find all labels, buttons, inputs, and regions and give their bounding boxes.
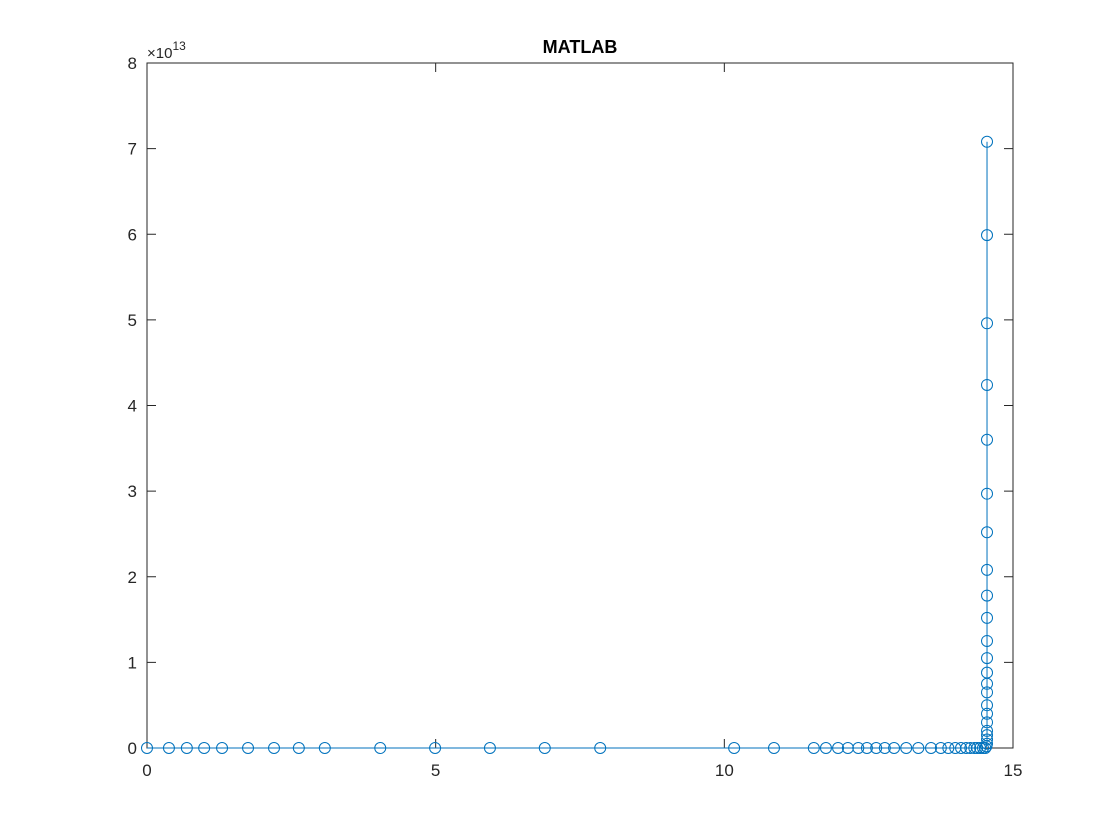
y-multiplier-base: ×10 xyxy=(147,45,172,62)
data-point xyxy=(198,742,211,754)
data-point xyxy=(981,666,994,679)
data-point xyxy=(216,742,229,754)
data-line xyxy=(147,141,988,749)
y-tick-label: 1 xyxy=(128,653,137,672)
data-point xyxy=(981,526,994,539)
data-point xyxy=(981,737,994,750)
data-point xyxy=(981,229,994,242)
data-point xyxy=(538,742,551,754)
data-point xyxy=(981,652,994,665)
data-point xyxy=(981,135,994,148)
data-point xyxy=(242,742,255,754)
data-point xyxy=(429,742,442,754)
data-point xyxy=(942,742,955,754)
y-tick-label: 5 xyxy=(128,311,137,330)
data-point xyxy=(912,742,925,754)
data-point xyxy=(870,742,883,754)
x-tick-label: 0 xyxy=(142,761,151,780)
data-point xyxy=(860,742,873,754)
data-point xyxy=(981,317,994,330)
x-tick-label: 5 xyxy=(431,761,440,780)
data-point xyxy=(981,699,994,712)
data-point xyxy=(981,707,994,720)
data-point xyxy=(981,634,994,647)
chart-title: MATLAB xyxy=(543,37,618,57)
data-point xyxy=(841,742,854,754)
data-point xyxy=(971,742,984,754)
data-point xyxy=(981,433,994,446)
data-point xyxy=(981,724,994,737)
data-point xyxy=(832,742,845,754)
data-point xyxy=(964,742,977,754)
data-point xyxy=(981,589,994,602)
data-point xyxy=(981,733,994,746)
data-point xyxy=(925,742,938,754)
y-exponent: 13 xyxy=(172,39,186,53)
data-point xyxy=(981,378,994,391)
y-multiplier: ×1013 xyxy=(147,39,186,62)
y-tick-label: 0 xyxy=(128,739,137,758)
data-point xyxy=(292,742,305,754)
data-point xyxy=(767,742,780,754)
data-point xyxy=(180,742,193,754)
data-point xyxy=(807,742,820,754)
data-point xyxy=(374,742,387,754)
data-point xyxy=(852,742,865,754)
data-point xyxy=(981,611,994,624)
data-point xyxy=(268,742,281,754)
data-point xyxy=(981,487,994,500)
data-point xyxy=(955,742,968,754)
data-point xyxy=(981,686,994,699)
data-point xyxy=(162,742,175,754)
data-point xyxy=(974,742,987,754)
data-point xyxy=(981,729,994,742)
y-tick-label: 6 xyxy=(128,225,137,244)
data-point xyxy=(141,742,153,754)
y-tick-label: 2 xyxy=(128,568,137,587)
x-tick-label: 15 xyxy=(1004,761,1023,780)
y-tick-label: 7 xyxy=(128,140,137,159)
x-tick-label: 10 xyxy=(715,761,734,780)
data-point xyxy=(900,742,913,754)
data-point xyxy=(934,742,947,754)
data-point xyxy=(888,742,901,754)
y-tick-label: 3 xyxy=(128,482,137,501)
data-point xyxy=(981,563,994,576)
data-point xyxy=(728,742,741,754)
data-point xyxy=(318,742,331,754)
data-point xyxy=(483,742,496,754)
y-tick-label: 8 xyxy=(128,54,137,73)
data-point xyxy=(819,742,832,754)
data-point xyxy=(594,742,607,754)
data-point xyxy=(981,716,994,729)
y-tick-label: 4 xyxy=(128,397,137,416)
data-point xyxy=(878,742,891,754)
